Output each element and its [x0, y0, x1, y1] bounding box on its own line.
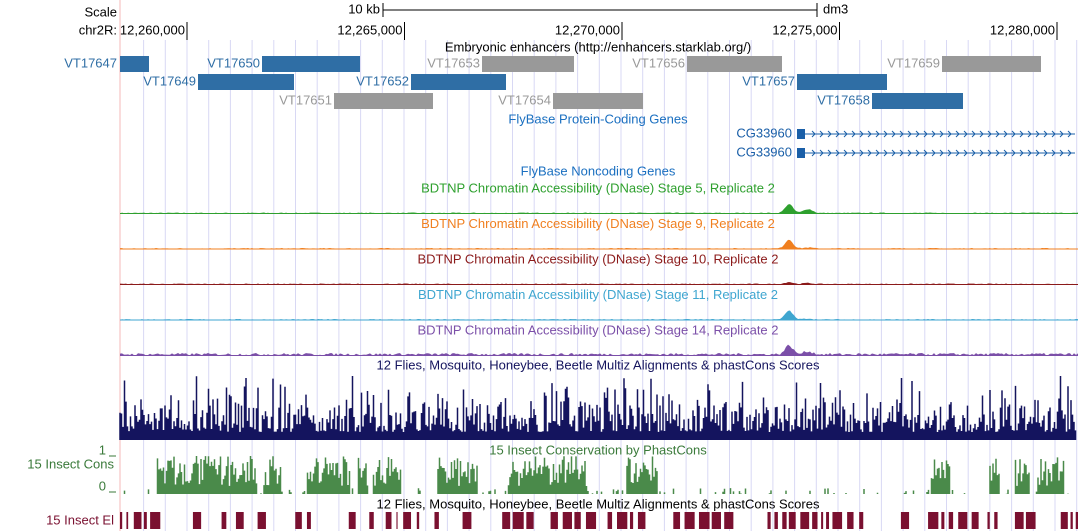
- enhancer-label: VT17659: [887, 55, 940, 70]
- track-title: FlyBase Noncoding Genes: [521, 163, 676, 178]
- scale-label: Scale: [84, 4, 117, 19]
- conservation-signal: [123, 456, 1069, 494]
- enhancer-label: VT17654: [498, 92, 551, 107]
- enhancer-label: VT17656: [632, 55, 685, 70]
- chrom-label: chr2R:: [79, 22, 117, 37]
- scale-bar-label: 10 kb: [348, 1, 380, 16]
- axis-label: 0: [99, 478, 106, 493]
- enhancer-label: VT17653: [427, 55, 480, 70]
- track-label: 15 Insect Cons: [27, 456, 114, 471]
- enhancer: [411, 74, 506, 90]
- track-title: 12 Flies, Mosquito, Honeybee, Beetle Mul…: [377, 496, 820, 511]
- track-title: Embryonic enhancers (http://enhancers.st…: [445, 39, 751, 54]
- enhancer-label: VT17647: [64, 55, 117, 70]
- track-title: BDTNP Chromatin Accessibility (DNase) St…: [417, 322, 778, 337]
- multiz-signal: [119, 376, 1077, 440]
- track-title: FlyBase Protein-Coding Genes: [508, 111, 688, 126]
- enhancer: [797, 74, 887, 90]
- enhancer: [872, 93, 963, 109]
- enhancer: [687, 56, 782, 72]
- ruler-tick-label: 12,270,000: [555, 22, 620, 37]
- accessibility-signal: [120, 344, 1078, 356]
- track-title: BDTNP Chromatin Accessibility (DNase) St…: [421, 180, 775, 195]
- accessibility-signal: [120, 282, 1078, 285]
- enhancer: [120, 56, 149, 72]
- enhancer-label: VT17650: [207, 55, 260, 70]
- ruler-tick-label: 12,275,000: [772, 22, 837, 37]
- track-title: 12 Flies, Mosquito, Honeybee, Beetle Mul…: [377, 357, 820, 372]
- gene-label: CG33960: [736, 144, 792, 159]
- enhancer-label: VT17657: [742, 73, 795, 88]
- enhancer: [482, 56, 574, 72]
- assembly-label: dm3: [823, 1, 848, 16]
- enhancer: [942, 56, 1041, 72]
- ruler-tick-label: 12,280,000: [990, 22, 1055, 37]
- track-title: BDTNP Chromatin Accessibility (DNase) St…: [418, 287, 778, 302]
- track-title: 15 Insect Conservation by PhastCons: [489, 442, 707, 457]
- strand-arrows: [811, 130, 1072, 138]
- axis-label: 1: [99, 442, 106, 457]
- track-title: BDTNP Chromatin Accessibility (DNase) St…: [421, 216, 775, 231]
- track-label: 15 Insect El: [46, 512, 114, 527]
- ruler-tick-label: 12,265,000: [337, 22, 402, 37]
- enhancer: [334, 93, 433, 109]
- ruler-tick-label: 12,260,000: [120, 22, 185, 37]
- grid: [143, 40, 1078, 531]
- gene-label: CG33960: [736, 125, 792, 140]
- strand-arrows: [811, 149, 1072, 157]
- enhancer: [553, 93, 643, 109]
- enhancer-label: VT17651: [279, 92, 332, 107]
- gene-exon: [797, 129, 805, 139]
- enhancer: [262, 56, 360, 72]
- enhancer-label: VT17652: [356, 73, 409, 88]
- gene-exon: [797, 148, 805, 158]
- conserved-elements: [120, 512, 1078, 529]
- track-title: BDTNP Chromatin Accessibility (DNase) St…: [417, 251, 778, 266]
- enhancer: [198, 74, 294, 90]
- enhancer-label: VT17649: [143, 73, 196, 88]
- enhancer-label: VT17658: [817, 92, 870, 107]
